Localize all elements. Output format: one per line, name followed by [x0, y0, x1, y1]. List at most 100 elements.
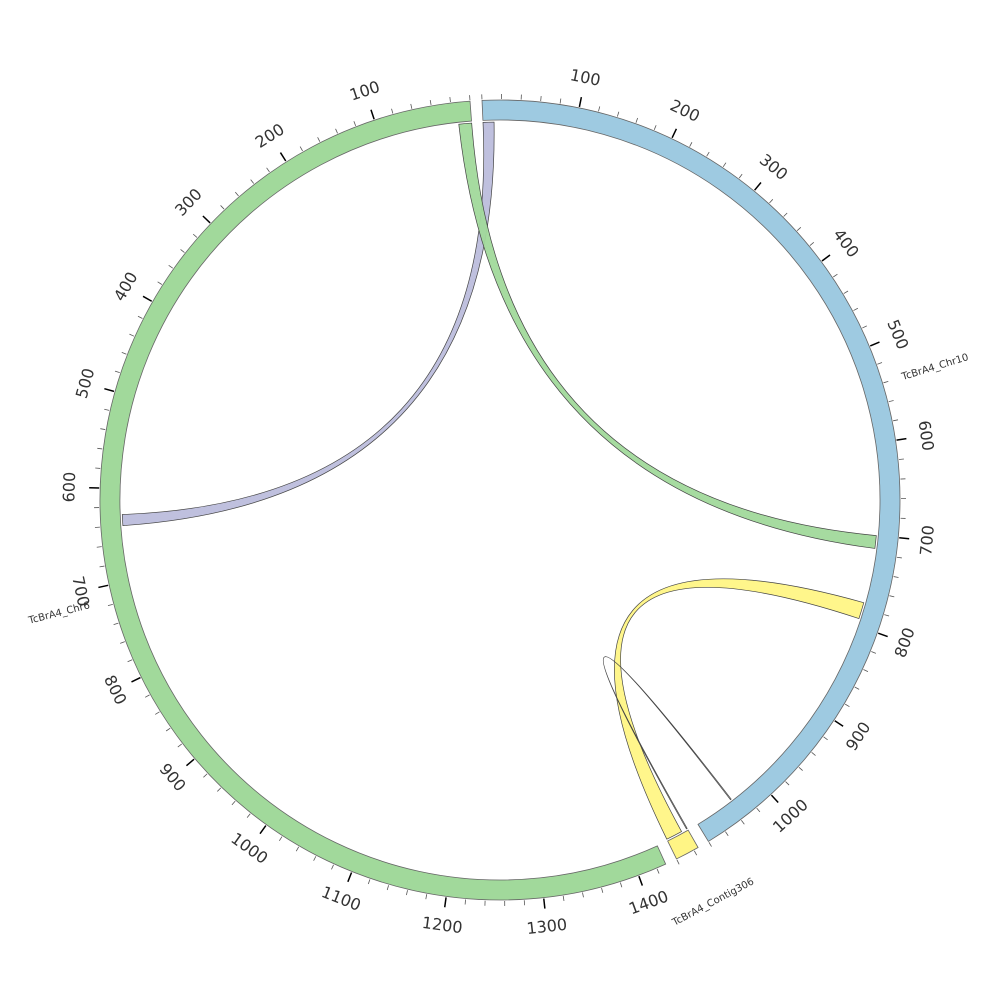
minor-tick — [725, 832, 728, 836]
minor-tick — [235, 192, 238, 196]
minor-tick — [845, 704, 849, 707]
minor-tick — [181, 249, 185, 252]
major-tick — [672, 129, 676, 138]
minor-tick — [871, 652, 876, 654]
segment-label: TcBrA4_Chr6 — [27, 600, 92, 627]
major-tick — [260, 826, 266, 834]
minor-tick — [541, 96, 542, 101]
major-tick — [835, 721, 843, 727]
minor-tick — [560, 99, 561, 104]
tick-label: 500 — [883, 317, 912, 353]
minor-tick — [155, 712, 159, 715]
minor-tick — [657, 869, 659, 874]
minor-tick — [247, 814, 250, 818]
minor-tick — [114, 623, 119, 625]
minor-tick — [844, 291, 848, 294]
minor-tick — [193, 234, 197, 237]
minor-tick — [784, 213, 788, 217]
minor-tick — [430, 100, 431, 105]
minor-tick — [267, 168, 270, 172]
minor-tick — [855, 687, 859, 689]
minor-tick — [251, 180, 254, 184]
tick-label: 700 — [916, 524, 938, 556]
minor-tick — [318, 137, 320, 141]
tick-label: 400 — [829, 225, 862, 261]
minor-tick — [426, 894, 427, 899]
minor-tick — [894, 577, 899, 578]
minor-tick — [122, 352, 127, 354]
minor-tick — [100, 566, 105, 567]
minor-tick — [884, 615, 889, 616]
minor-tick — [104, 409, 109, 410]
minor-tick — [108, 604, 113, 605]
minor-tick — [232, 801, 235, 805]
links-layer — [122, 122, 876, 839]
major-tick — [579, 97, 581, 107]
minor-tick — [169, 265, 173, 268]
major-tick — [98, 585, 108, 587]
minor-tick — [709, 842, 712, 846]
minor-tick — [863, 669, 868, 671]
minor-tick — [406, 890, 407, 895]
minor-tick — [617, 112, 618, 117]
major-tick — [822, 255, 830, 261]
minor-tick — [769, 199, 772, 203]
segment-label: TcBrA4_Contig306 — [670, 876, 756, 929]
minor-tick — [392, 109, 393, 114]
tick-label: 500 — [72, 366, 99, 401]
minor-tick — [450, 97, 451, 102]
minor-tick — [314, 856, 316, 860]
tick-label: 300 — [171, 185, 206, 220]
minor-tick — [723, 163, 726, 167]
minor-tick — [620, 883, 622, 888]
minor-tick — [145, 695, 149, 697]
major-tick — [186, 759, 194, 765]
minor-tick — [741, 820, 744, 824]
tick-label: 800 — [891, 625, 919, 660]
minor-tick — [128, 660, 133, 662]
minor-tick — [563, 896, 564, 901]
minor-tick — [862, 326, 867, 328]
link-ribbon-1 — [122, 122, 494, 526]
major-tick — [445, 897, 446, 907]
major-tick — [639, 876, 642, 885]
minor-tick — [279, 837, 282, 841]
tick-label: 1100 — [319, 882, 364, 915]
minor-tick — [97, 547, 102, 548]
minor-tick — [331, 865, 333, 870]
minor-tick — [387, 885, 388, 890]
minor-tick — [893, 420, 898, 421]
tick-label: 1000 — [227, 829, 271, 868]
minor-tick — [812, 752, 816, 755]
minor-tick — [354, 121, 356, 126]
minor-tick — [786, 782, 790, 786]
major-tick — [755, 182, 761, 190]
minor-tick — [599, 106, 600, 111]
minor-tick — [120, 642, 125, 644]
minor-tick — [810, 242, 814, 245]
minor-tick — [690, 142, 692, 146]
minor-tick — [853, 308, 857, 310]
minor-tick — [138, 316, 142, 318]
minor-tick — [797, 227, 801, 230]
minor-tick — [203, 774, 207, 777]
tick-label: 200 — [252, 119, 288, 151]
minor-tick — [889, 400, 894, 401]
minor-tick — [899, 459, 904, 460]
major-tick — [348, 873, 352, 882]
minor-tick — [129, 334, 134, 336]
minor-tick — [877, 363, 882, 365]
segments-layer — [100, 100, 900, 900]
minor-tick — [336, 129, 338, 134]
minor-tick — [178, 744, 182, 747]
major-tick — [870, 342, 879, 346]
tick-label: 1300 — [526, 915, 569, 938]
minor-tick — [654, 125, 656, 130]
minor-tick — [707, 152, 710, 156]
ticks-layer — [89, 94, 909, 909]
tick-label: 300 — [756, 150, 792, 184]
tick-label: 200 — [667, 96, 703, 126]
minor-tick — [636, 118, 638, 123]
major-tick — [104, 389, 114, 392]
